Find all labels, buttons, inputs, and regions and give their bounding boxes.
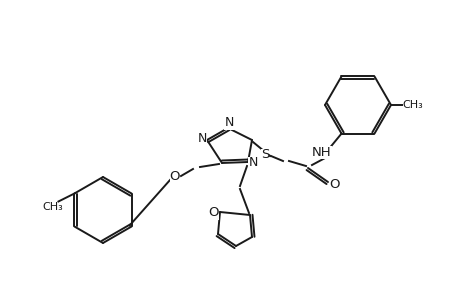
Text: N: N xyxy=(197,133,206,146)
Text: N: N xyxy=(248,157,257,169)
Text: O: O xyxy=(169,170,180,184)
Text: CH₃: CH₃ xyxy=(42,202,63,212)
Text: N: N xyxy=(224,116,233,130)
Text: O: O xyxy=(329,178,340,190)
Text: CH₃: CH₃ xyxy=(402,100,422,110)
Text: S: S xyxy=(260,148,269,161)
Text: O: O xyxy=(208,206,219,220)
Text: NH: NH xyxy=(312,146,331,158)
